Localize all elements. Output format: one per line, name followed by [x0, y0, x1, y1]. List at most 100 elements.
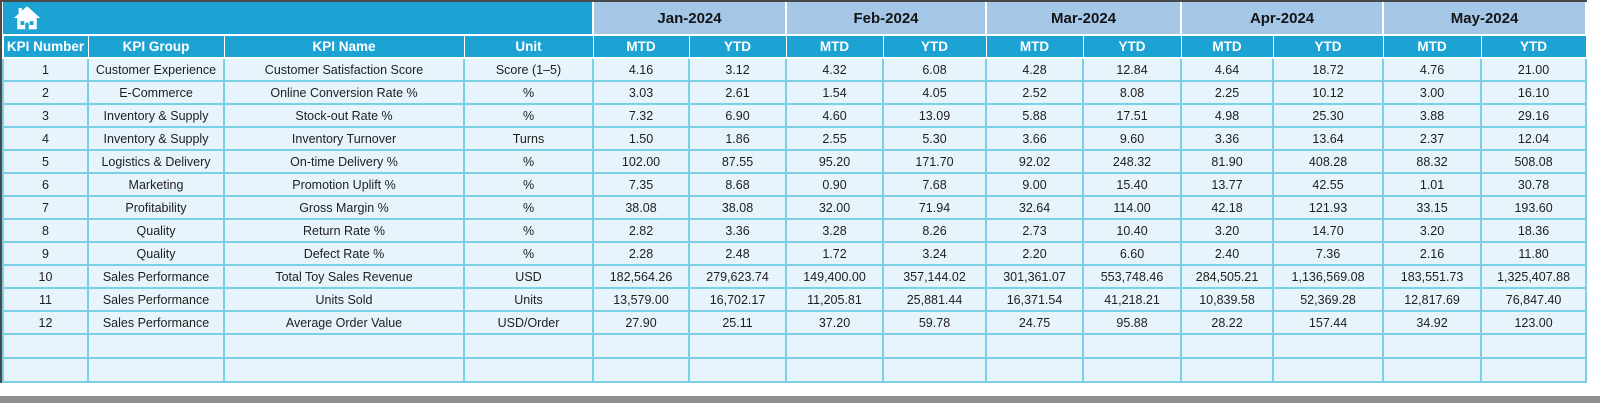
cell-value[interactable]: [1180, 357, 1275, 383]
cell-value[interactable]: 14.70: [1272, 218, 1385, 243]
cell-kpi-group[interactable]: [87, 357, 225, 383]
cell-value[interactable]: [1180, 333, 1275, 359]
cell-kpi-number[interactable]: 5: [2, 149, 89, 174]
cell-value[interactable]: [985, 357, 1085, 383]
cell-value[interactable]: 7.36: [1272, 241, 1385, 266]
cell-kpi-number[interactable]: [2, 333, 89, 359]
cell-value[interactable]: 9.00: [985, 172, 1085, 197]
month-header-jan[interactable]: Jan-2024: [592, 2, 787, 36]
cell-value[interactable]: 37.20: [785, 310, 884, 335]
cell-value[interactable]: 357,144.02: [881, 264, 988, 289]
cell-value[interactable]: 88.32: [1382, 149, 1483, 174]
cell-value[interactable]: [1082, 333, 1183, 359]
cell-value[interactable]: 284,505.21: [1180, 264, 1275, 289]
cell-kpi-name[interactable]: Gross Margin %: [223, 195, 465, 220]
cell-value[interactable]: 4.16: [592, 57, 690, 82]
cell-value[interactable]: 38.08: [688, 195, 787, 220]
cell-kpi-number[interactable]: 7: [2, 195, 89, 220]
cell-value[interactable]: 2.37: [1382, 126, 1483, 151]
cell-kpi-name[interactable]: Average Order Value: [223, 310, 465, 335]
cell-value[interactable]: 52,369.28: [1272, 287, 1385, 312]
cell-value[interactable]: 157.44: [1272, 310, 1385, 335]
cell-value[interactable]: 30.78: [1480, 172, 1588, 197]
cell-value[interactable]: [1382, 357, 1483, 383]
cell-value[interactable]: 3.28: [785, 218, 884, 243]
cell-kpi-name[interactable]: Defect Rate %: [223, 241, 465, 266]
cell-value[interactable]: [1480, 357, 1588, 383]
cell-value[interactable]: 171.70: [881, 149, 988, 174]
cell-kpi-name[interactable]: Promotion Uplift %: [223, 172, 465, 197]
month-header-mar[interactable]: Mar-2024: [985, 2, 1183, 36]
cell-kpi-group[interactable]: Logistics & Delivery: [87, 149, 225, 174]
cell-value[interactable]: 42.55: [1272, 172, 1385, 197]
cell-value[interactable]: 193.60: [1480, 195, 1588, 220]
cell-kpi-group[interactable]: E-Commerce: [87, 80, 225, 105]
cell-value[interactable]: 1,136,569.08: [1272, 264, 1385, 289]
cell-kpi-name[interactable]: Return Rate %: [223, 218, 465, 243]
cell-kpi-number[interactable]: 4: [2, 126, 89, 151]
cell-value[interactable]: 1.54: [785, 80, 884, 105]
cell-kpi-group[interactable]: Customer Experience: [87, 57, 225, 82]
cell-unit[interactable]: USD/Order: [463, 310, 594, 335]
cell-value[interactable]: 32.64: [985, 195, 1085, 220]
cell-kpi-group[interactable]: Quality: [87, 241, 225, 266]
cell-kpi-name[interactable]: Inventory Turnover: [223, 126, 465, 151]
col-header-may-ytd[interactable]: YTD: [1480, 35, 1587, 59]
cell-value[interactable]: [1082, 357, 1183, 383]
col-header-jan-ytd[interactable]: YTD: [688, 35, 787, 59]
cell-value[interactable]: 1.50: [592, 126, 690, 151]
cell-value[interactable]: [688, 357, 787, 383]
cell-value[interactable]: 301,361.07: [985, 264, 1085, 289]
cell-value[interactable]: 18.36: [1480, 218, 1588, 243]
cell-value[interactable]: 0.90: [785, 172, 884, 197]
cell-kpi-name[interactable]: Units Sold: [223, 287, 465, 312]
cell-kpi-group[interactable]: [87, 333, 225, 359]
cell-value[interactable]: 12,817.69: [1382, 287, 1483, 312]
cell-value[interactable]: 95.88: [1082, 310, 1183, 335]
cell-value[interactable]: 10,839.58: [1180, 287, 1275, 312]
cell-unit[interactable]: %: [463, 218, 594, 243]
col-header-jan-mtd[interactable]: MTD: [592, 35, 690, 59]
cell-kpi-number[interactable]: 3: [2, 103, 89, 128]
cell-value[interactable]: 182,564.26: [592, 264, 690, 289]
cell-unit[interactable]: Units: [463, 287, 594, 312]
cell-kpi-group[interactable]: Profitability: [87, 195, 225, 220]
cell-value[interactable]: 3.24: [881, 241, 988, 266]
cell-value[interactable]: 7.32: [592, 103, 690, 128]
cell-kpi-name[interactable]: Customer Satisfaction Score: [223, 57, 465, 82]
cell-kpi-name[interactable]: Stock-out Rate %: [223, 103, 465, 128]
cell-value[interactable]: 10.40: [1082, 218, 1183, 243]
cell-kpi-name[interactable]: [223, 357, 465, 383]
cell-kpi-group[interactable]: Inventory & Supply: [87, 103, 225, 128]
cell-value[interactable]: 2.73: [985, 218, 1085, 243]
cell-value[interactable]: 3.88: [1382, 103, 1483, 128]
cell-value[interactable]: 3.03: [592, 80, 690, 105]
cell-value[interactable]: [592, 333, 690, 359]
cell-value[interactable]: 13,579.00: [592, 287, 690, 312]
cell-value[interactable]: 28.22: [1180, 310, 1275, 335]
col-header-mar-mtd[interactable]: MTD: [985, 35, 1084, 59]
cell-value[interactable]: 4.05: [881, 80, 988, 105]
cell-unit[interactable]: Turns: [463, 126, 594, 151]
month-header-may[interactable]: May-2024: [1382, 2, 1588, 36]
cell-value[interactable]: 33.15: [1382, 195, 1483, 220]
cell-value[interactable]: 34.92: [1382, 310, 1483, 335]
cell-value[interactable]: 18.72: [1272, 57, 1385, 82]
col-header-apr-ytd[interactable]: YTD: [1272, 35, 1384, 59]
cell-value[interactable]: 3.12: [688, 57, 787, 82]
cell-value[interactable]: [592, 357, 690, 383]
cell-value[interactable]: 2.61: [688, 80, 787, 105]
home-icon[interactable]: [12, 3, 42, 33]
cell-value[interactable]: 13.64: [1272, 126, 1385, 151]
cell-value[interactable]: [881, 333, 988, 359]
cell-kpi-number[interactable]: 11: [2, 287, 89, 312]
cell-value[interactable]: 16,371.54: [985, 287, 1085, 312]
cell-kpi-number[interactable]: 2: [2, 80, 89, 105]
cell-value[interactable]: 2.20: [985, 241, 1085, 266]
cell-value[interactable]: 123.00: [1480, 310, 1588, 335]
cell-value[interactable]: 2.48: [688, 241, 787, 266]
cell-unit[interactable]: [463, 333, 594, 359]
cell-value[interactable]: 4.64: [1180, 57, 1275, 82]
cell-value[interactable]: [881, 357, 988, 383]
cell-kpi-group[interactable]: Sales Performance: [87, 264, 225, 289]
